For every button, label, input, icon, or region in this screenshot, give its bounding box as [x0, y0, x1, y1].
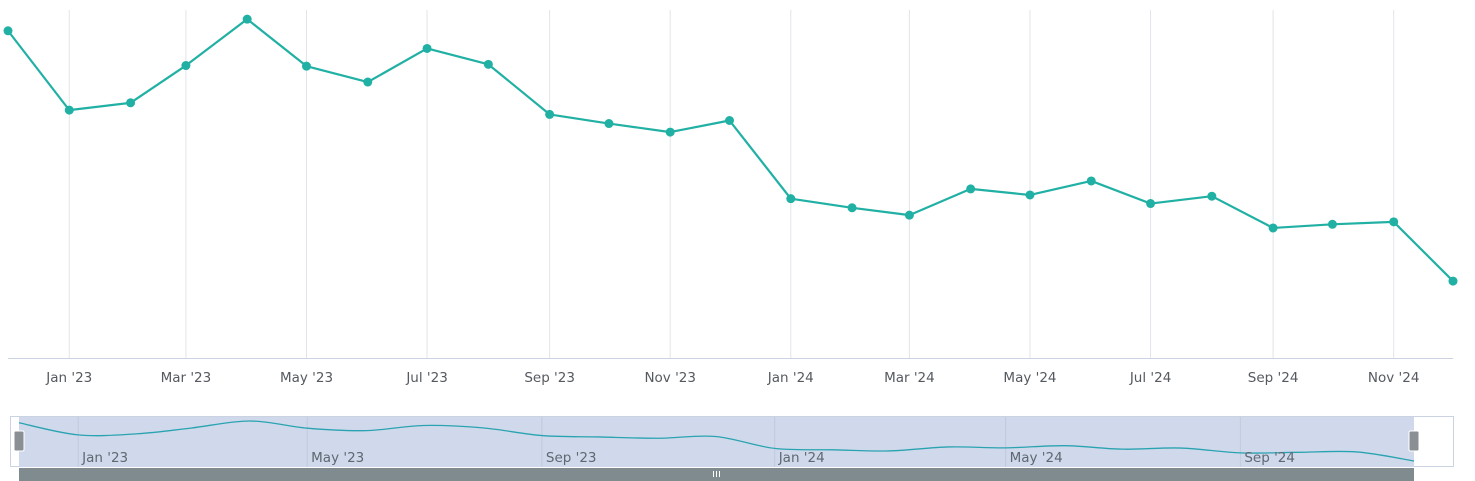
- navigator-grid-lines: [77, 417, 1241, 467]
- data-point[interactable]: [242, 14, 252, 24]
- x-tick-label: Mar '24: [884, 370, 935, 386]
- navigator-tick-label: Jan '23: [81, 450, 128, 466]
- data-point[interactable]: [604, 119, 614, 129]
- x-tick-label: Sep '24: [1248, 370, 1299, 386]
- navigator-tick-label: Sep '24: [1244, 450, 1295, 466]
- navigator-x-axis-ticks: Jan '23 May '23 Sep '23 Jan '24 May '24 Sep '…: [81, 450, 1295, 466]
- data-point[interactable]: [126, 98, 136, 108]
- navigator-handle-right[interactable]: [1408, 430, 1420, 452]
- scrollbar-grip-icon[interactable]: [713, 471, 720, 477]
- x-tick-label: May '24: [1003, 370, 1056, 386]
- data-point[interactable]: [966, 184, 976, 194]
- grid-lines: [68, 10, 1395, 358]
- data-point[interactable]: [904, 210, 914, 220]
- data-point[interactable]: [1086, 176, 1096, 186]
- navigator-tick-label: Jan '24: [778, 450, 825, 466]
- data-point[interactable]: [1448, 276, 1458, 286]
- navigator-handle-left[interactable]: [13, 430, 25, 452]
- data-point[interactable]: [483, 59, 493, 69]
- x-tick-label: Jan '23: [45, 370, 92, 386]
- series-group[interactable]: [3, 14, 1458, 286]
- data-point[interactable]: [786, 194, 796, 204]
- x-axis-ticks: Jan '23 Mar '23 May '23 Jul '23 Sep '23 Nov '…: [45, 370, 1419, 386]
- data-point[interactable]: [64, 105, 74, 115]
- navigator-tick-label: May '24: [1010, 450, 1063, 466]
- navigator-tick-label: May '23: [311, 450, 364, 466]
- x-tick-label: Sep '23: [524, 370, 575, 386]
- x-tick-label: Jul '24: [1129, 370, 1171, 386]
- navigator-tick-label: Sep '23: [546, 450, 597, 466]
- data-point[interactable]: [665, 127, 675, 137]
- data-point[interactable]: [363, 77, 373, 87]
- x-tick-label: Nov '23: [644, 370, 696, 386]
- data-point[interactable]: [3, 26, 13, 36]
- navigator-series-line: [18, 420, 1415, 462]
- x-tick-label: Jul '23: [405, 370, 447, 386]
- navigator[interactable]: Jan '23 May '23 Sep '23 Jan '24 May '24 Sep '…: [10, 416, 1454, 481]
- handle-grip-icon[interactable]: [13, 430, 25, 452]
- data-point[interactable]: [422, 43, 432, 53]
- navigator-selected-range[interactable]: [19, 417, 1414, 467]
- data-point[interactable]: [301, 61, 311, 71]
- x-tick-label: Nov '24: [1368, 370, 1420, 386]
- x-tick-label: Jan '24: [767, 370, 814, 386]
- data-point[interactable]: [181, 61, 191, 71]
- data-point[interactable]: [847, 203, 857, 213]
- data-point[interactable]: [1327, 219, 1337, 229]
- data-point[interactable]: [545, 109, 555, 119]
- data-point[interactable]: [1389, 217, 1399, 227]
- data-point[interactable]: [1207, 191, 1217, 201]
- series-line: [7, 18, 1454, 282]
- data-point[interactable]: [1025, 190, 1035, 200]
- x-tick-label: May '23: [280, 370, 333, 386]
- x-tick-label: Mar '23: [161, 370, 212, 386]
- handle-grip-icon[interactable]: [1408, 430, 1420, 452]
- data-point[interactable]: [1268, 223, 1278, 233]
- data-point[interactable]: [1146, 199, 1156, 209]
- data-point[interactable]: [725, 116, 735, 126]
